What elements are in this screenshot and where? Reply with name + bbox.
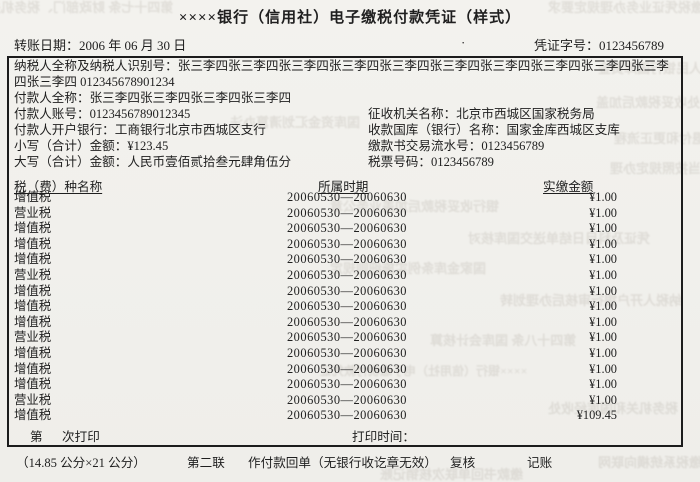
- tax-type-cell: 增值税: [14, 221, 52, 236]
- paper-size-note: （14.85 公分×21 公分）: [16, 456, 146, 470]
- table-row: 营业税 20060530—20060630 ¥1.00: [0, 268, 700, 284]
- amount-cell: ¥1.00: [589, 205, 617, 220]
- table-row: 增值税 20060530—20060630 ¥1.00: [0, 252, 700, 268]
- tax-type-cell: 营业税: [14, 392, 52, 407]
- bookkeeping-label: 记账: [527, 456, 553, 470]
- tax-type-cell: 增值税: [14, 346, 52, 360]
- amount-cell: ¥1.00: [589, 392, 617, 407]
- period-cell: 20060530—20060630: [286, 361, 407, 376]
- period-cell: 20060530—20060630: [286, 205, 407, 220]
- amount-cell: ¥1.00: [589, 268, 617, 282]
- period-cell: 20060530—20060630: [286, 346, 407, 360]
- amount-cell: ¥1.00: [589, 346, 617, 360]
- separator-dot: ·: [461, 35, 466, 50]
- print-count-suffix: 次打印: [62, 430, 100, 444]
- payer-full-name: 付款人全称：张三李四张三李四张三李四张三李四: [14, 91, 292, 105]
- taxpayer-name-id: 纳税人全称及纳税人识别号：张三李四张三李四张三李四张三李四张三李四张三李四张三李…: [14, 59, 669, 89]
- tax-receipt-number: 税票号码：0123456789: [368, 155, 494, 169]
- amount-cell: ¥1.00: [589, 252, 617, 267]
- transfer-date: 转账日期：2006 年 06 月 30 日: [14, 38, 187, 53]
- amount-cell: ¥1.00: [589, 361, 617, 376]
- amount-cell: ¥1.00: [589, 221, 617, 236]
- table-row: 增值税 20060530—20060630 ¥1.00: [0, 284, 700, 300]
- table-row: 增值税 20060530—20060630 ¥1.00: [0, 377, 700, 393]
- tax-type-cell: 增值税: [14, 283, 52, 298]
- amount-in-figures: 小写（合计）金额：¥123.45: [14, 139, 169, 153]
- tax-type-cell: 增值税: [14, 377, 52, 392]
- tax-type-cell: 营业税: [14, 330, 52, 345]
- payer-bank: 付款人开户银行：工商银行北京市西城区支行: [14, 123, 266, 137]
- period-cell: 20060530—20060630: [286, 268, 407, 282]
- period-cell: 20060530—20060630: [286, 283, 407, 298]
- table-row: 增值税 20060530—20060630 ¥109.45: [0, 408, 700, 424]
- amount-cell: ¥1.00: [589, 236, 617, 251]
- amount-cell: ¥1.00: [589, 377, 617, 392]
- tax-type-cell: 增值税: [14, 299, 52, 314]
- period-cell: 20060530—20060630: [286, 330, 407, 345]
- table-row: 增值税 20060530—20060630 ¥1.00: [0, 299, 700, 315]
- table-row: 增值税 20060530—20060630 ¥1.00: [0, 362, 700, 378]
- review-label: 复核: [450, 456, 476, 470]
- tax-type-cell: 增值税: [14, 361, 52, 376]
- tax-type-cell: 营业税: [14, 205, 52, 220]
- period-cell: 20060530—20060630: [286, 314, 407, 329]
- print-time-label: 打印时间：: [352, 430, 415, 444]
- print-count-prefix: 第: [30, 430, 43, 444]
- copy-purpose: 作付款回单（无银行收讫章无效）: [248, 456, 437, 470]
- period-cell: 20060530—20060630: [286, 190, 407, 204]
- tax-authority-name: 征收机关名称：北京市西城区国家税务局: [368, 107, 595, 121]
- period-cell: 20060530—20060630: [286, 252, 407, 267]
- tax-type-cell: 增值税: [14, 252, 52, 267]
- table-row: 营业税 20060530—20060630 ¥1.00: [0, 206, 700, 222]
- voucher-number: 凭证字号：0123456789: [533, 38, 664, 53]
- period-cell: 20060530—20060630: [286, 299, 407, 314]
- table-row: 营业税 20060530—20060630 ¥1.00: [0, 330, 700, 346]
- table-row: 增值税 20060530—20060630 ¥1.00: [0, 315, 700, 331]
- period-cell: 20060530—20060630: [286, 377, 407, 392]
- amount-cell: ¥1.00: [589, 283, 617, 298]
- tax-type-cell: 增值税: [14, 408, 52, 423]
- table-row: 增值税 20060530—20060630 ¥1.00: [0, 237, 700, 253]
- document-title: ××××银行（信用社）电子缴税付款凭证（样式）: [178, 10, 522, 26]
- treasury-name: 收款国库（银行）名称：国家金库西城区支库: [368, 123, 620, 137]
- table-header-tax-type: 税（费）种名称: [14, 180, 103, 194]
- tax-type-cell: 增值税: [14, 190, 52, 204]
- amount-in-words: 大写（合计）金额：人民币壹佰贰拾叁元肆角伍分: [14, 155, 292, 169]
- period-cell: 20060530—20060630: [286, 236, 407, 251]
- transaction-serial-number: 缴款书交易流水号：0123456789: [368, 139, 545, 153]
- amount-cell: ¥1.00: [589, 299, 617, 314]
- tax-type-cell: 增值税: [14, 236, 52, 251]
- table-row: 增值税 20060530—20060630 ¥1.00: [0, 190, 700, 206]
- payer-account: 付款人账号：0123456789012345: [14, 107, 191, 121]
- table-row: 增值税 20060530—20060630 ¥1.00: [0, 346, 700, 362]
- amount-cell: ¥1.00: [589, 314, 617, 329]
- voucher-frame: [7, 56, 683, 447]
- period-cell: 20060530—20060630: [286, 221, 407, 236]
- period-cell: 20060530—20060630: [286, 392, 407, 407]
- copy-number: 第二联: [187, 456, 225, 470]
- amount-cell: ¥109.45: [576, 408, 617, 423]
- table-row: 增值税 20060530—20060630 ¥1.00: [0, 221, 700, 237]
- period-cell: 20060530—20060630: [286, 408, 407, 423]
- amount-cell: ¥1.00: [589, 190, 617, 204]
- tax-type-cell: 增值税: [14, 314, 52, 329]
- table-header-period: 所属时期: [318, 180, 369, 194]
- bleed-through-text: 电子缴税系统横向联网: [598, 455, 700, 470]
- table-row: 营业税 20060530—20060630 ¥1.00: [0, 393, 700, 409]
- tax-type-cell: 营业税: [14, 268, 52, 282]
- amount-cell: ¥1.00: [589, 330, 617, 345]
- table-header-amount: 实缴金额: [543, 180, 594, 194]
